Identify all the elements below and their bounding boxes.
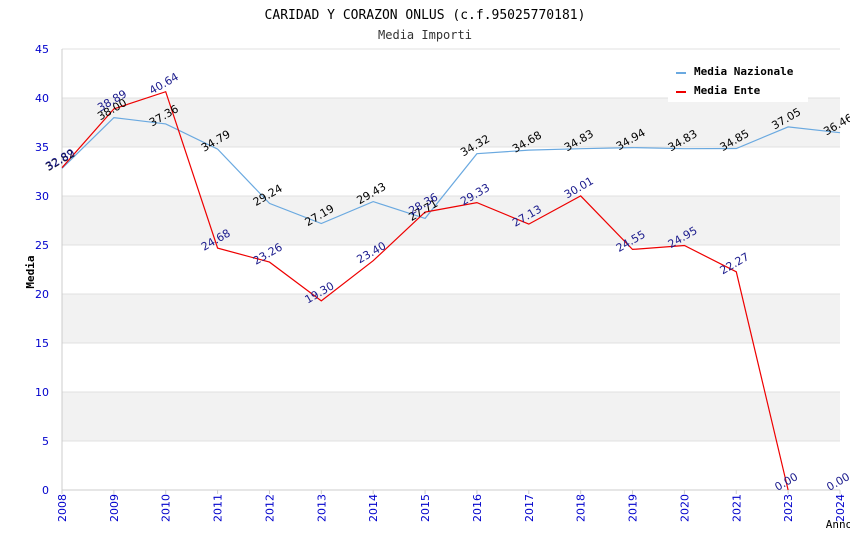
x-tick-label: 2023 <box>782 494 795 522</box>
x-tick-label: 2015 <box>419 494 432 522</box>
x-tick-label: 2014 <box>367 494 380 522</box>
grid-band <box>62 98 840 147</box>
y-axis-label: Media <box>24 255 37 288</box>
y-tick-label: 30 <box>35 190 49 203</box>
y-tick-label: 45 <box>35 43 49 56</box>
y-tick-label: 40 <box>35 92 49 105</box>
chart-subtitle: Media Importi <box>378 28 472 42</box>
x-tick-label: 2019 <box>627 494 640 522</box>
grid-band <box>62 294 840 343</box>
series-layer <box>61 90 841 491</box>
x-tick-label: 2010 <box>160 494 173 522</box>
x-tick-label: 2017 <box>523 494 536 522</box>
axes: 0 5 10 15 20 25 30 35 40 45 2008 2009 2010 2011 2012 20… <box>35 43 847 522</box>
x-axis-label: Anno <box>826 518 850 531</box>
legend-label-media-ente: Media Ente <box>694 84 761 97</box>
y-tick-label: 5 <box>42 435 49 448</box>
y-tick-label: 25 <box>35 239 49 252</box>
series-line-media-ente <box>61 90 789 491</box>
x-tick-label: 2012 <box>263 494 276 522</box>
x-tick-label: 2009 <box>108 494 121 522</box>
y-tick-label: 35 <box>35 141 49 154</box>
x-tick-label: 2008 <box>56 494 69 522</box>
y-tick-label: 0 <box>42 484 49 497</box>
data-label-media-ente: 40.64 <box>147 70 181 97</box>
x-tick-label: 2016 <box>471 494 484 522</box>
y-tick-label: 20 <box>35 288 49 301</box>
x-tick-label: 2024 <box>834 494 847 522</box>
grid-band <box>62 392 840 441</box>
x-tick-label: 2013 <box>315 494 328 522</box>
x-tick-label: 2021 <box>730 494 743 522</box>
y-tick-label: 15 <box>35 337 49 350</box>
legend-label-media-nazionale: Media Nazionale <box>694 65 794 78</box>
y-tick-label: 10 <box>35 386 49 399</box>
x-tick-label: 2011 <box>212 494 225 522</box>
grid-band <box>62 196 840 245</box>
chart-title: CARIDAD Y CORAZON ONLUS (c.f.95025770181… <box>265 8 586 23</box>
series-line-media-nazionale <box>61 116 841 225</box>
x-tick-label: 2020 <box>678 494 691 522</box>
x-tick-label: 2018 <box>575 494 588 522</box>
data-label-media-ente: 22.27 <box>718 250 752 277</box>
legend: Media Nazionale Media Ente <box>668 58 808 102</box>
